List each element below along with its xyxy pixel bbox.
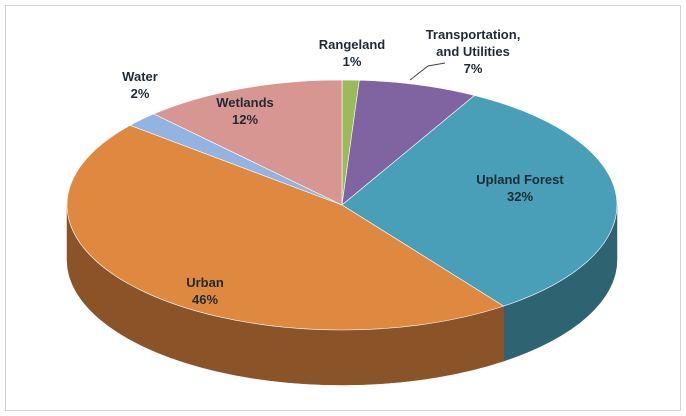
- slice-label: Urban: [186, 275, 224, 290]
- slice-label: Transportation, and Utilities: [425, 27, 521, 59]
- slice-label: Wetlands: [216, 95, 274, 110]
- slice: [341, 95, 618, 307]
- slice: [153, 79, 343, 206]
- slice-value-label: 12%: [231, 112, 259, 127]
- slice: [66, 124, 505, 331]
- slice-value-label: 7%: [463, 61, 483, 76]
- slice-label: Rangeland: [318, 37, 386, 52]
- slice-label: Upland Forest: [476, 172, 564, 187]
- tops: [66, 79, 618, 331]
- slice-value-label: 2%: [130, 86, 150, 101]
- slice: [341, 79, 476, 206]
- slice-value-label: 1%: [342, 54, 362, 69]
- slice-value-label: 32%: [506, 189, 534, 204]
- slice-label: Water: [122, 69, 158, 84]
- slice-value-label: 46%: [191, 292, 219, 307]
- leader-line: [409, 62, 446, 81]
